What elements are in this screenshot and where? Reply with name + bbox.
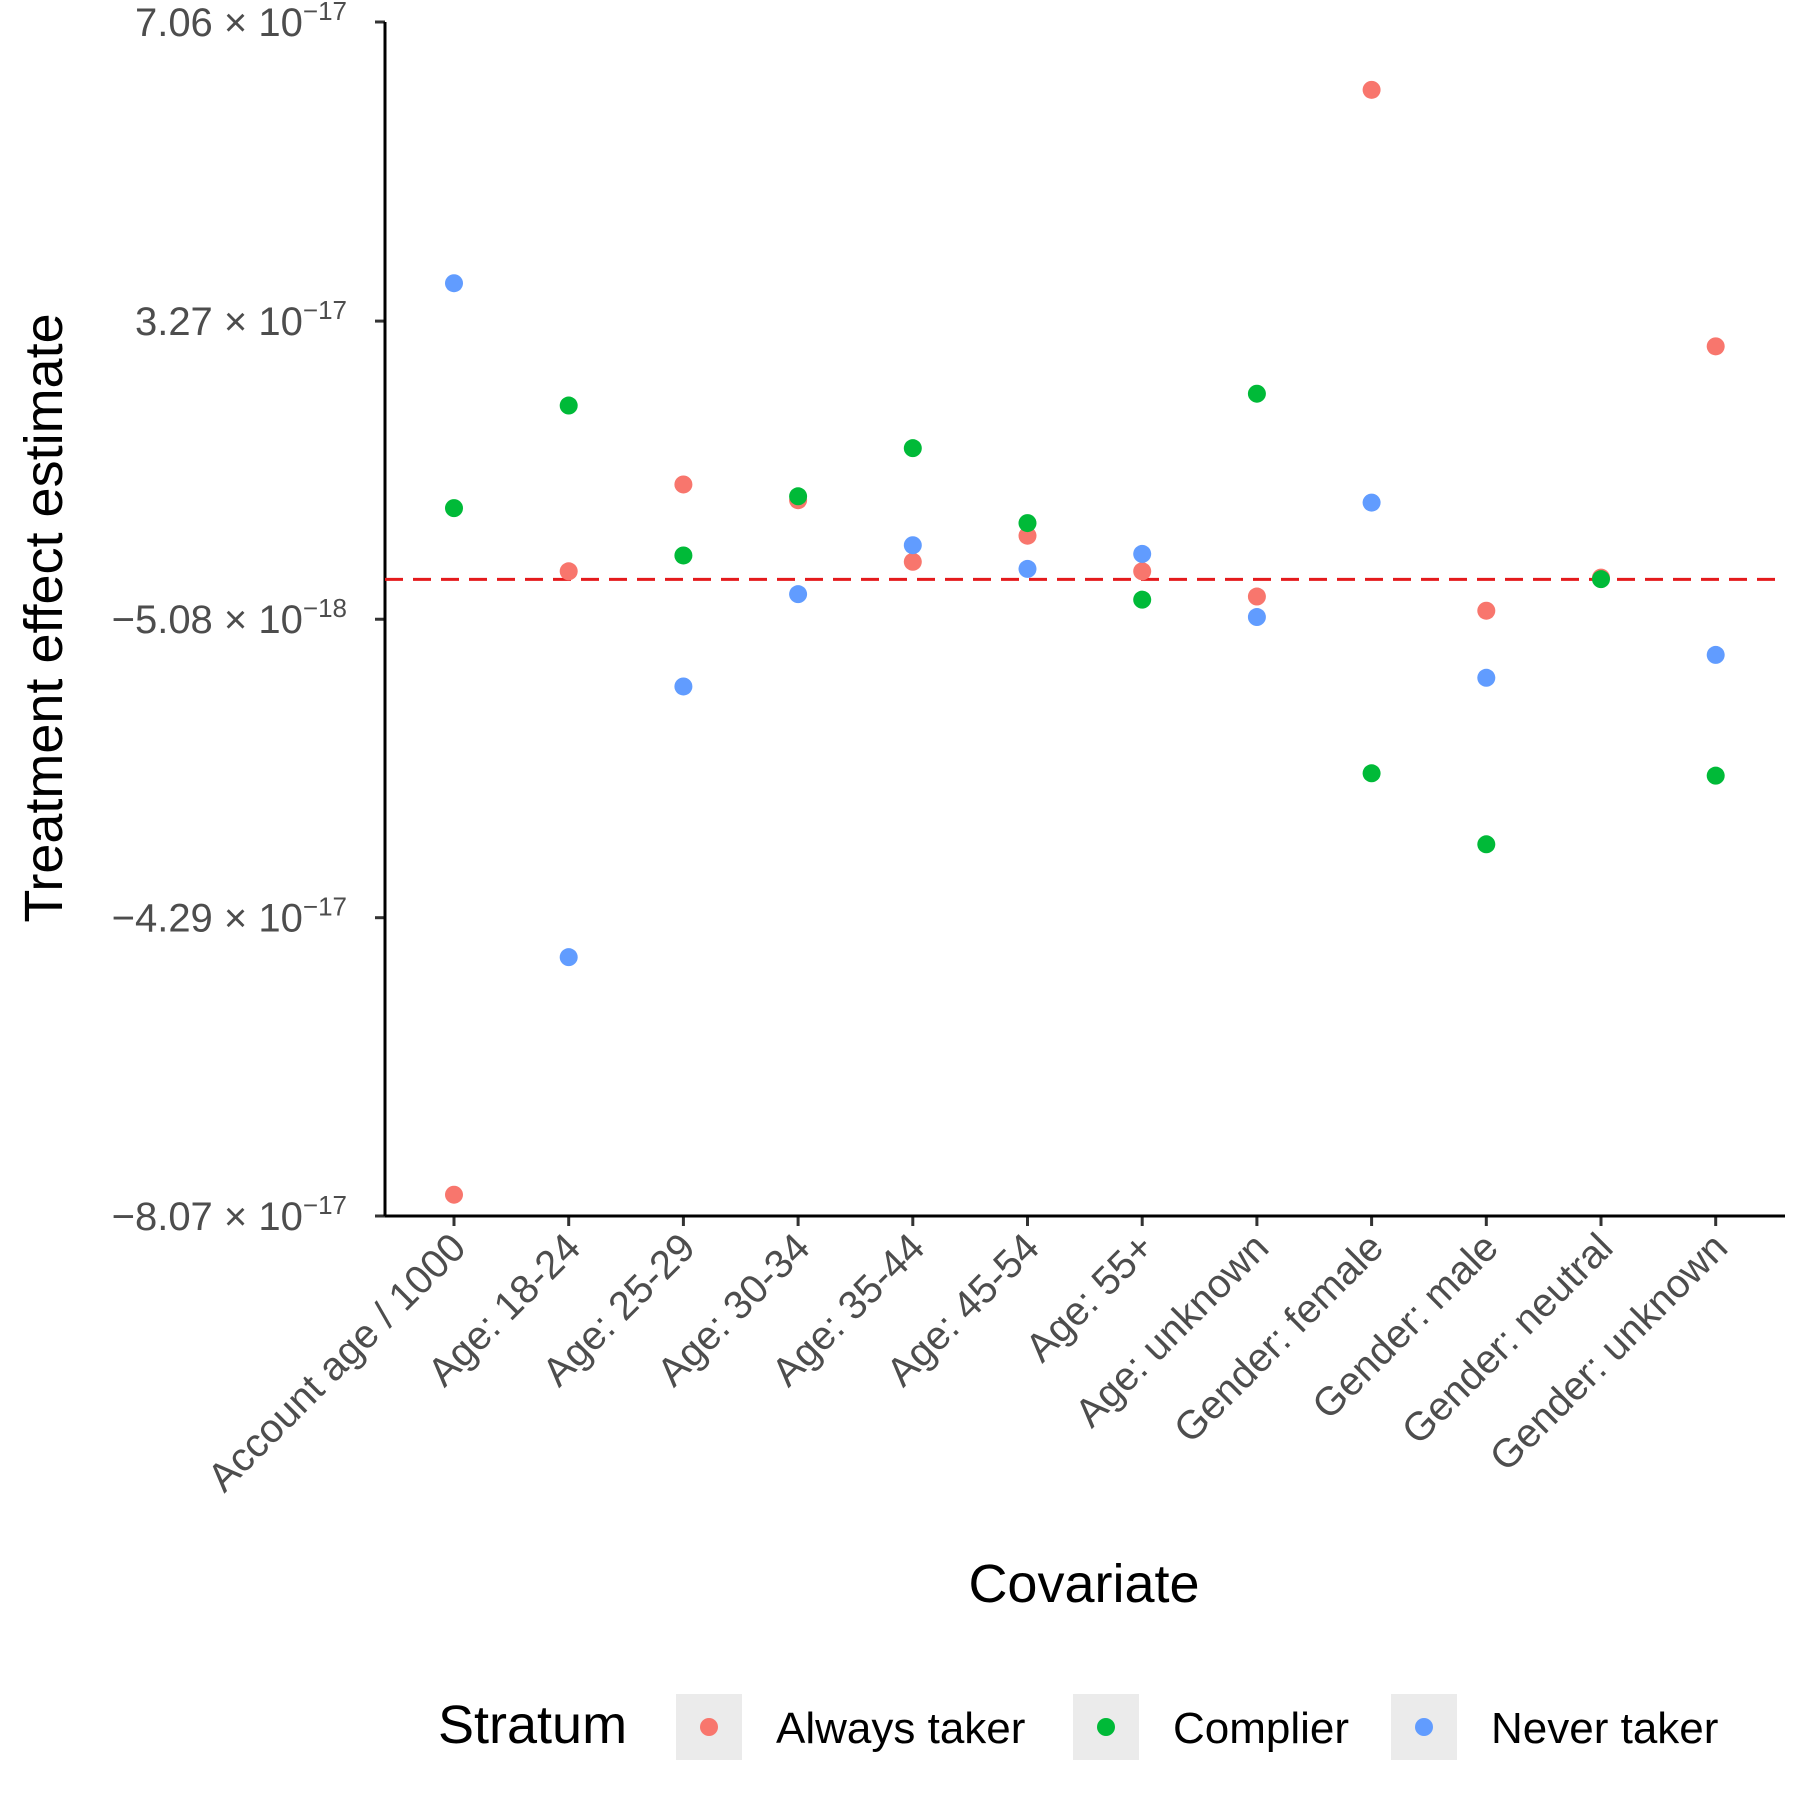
point-complier bbox=[903, 439, 922, 458]
point-always-taker bbox=[1477, 601, 1496, 620]
point-never-taker bbox=[1706, 645, 1725, 664]
point-always-taker bbox=[1247, 587, 1266, 606]
point-always-taker bbox=[559, 562, 578, 581]
legend-items: Always taker Complier Never taker bbox=[676, 1694, 1718, 1760]
x-axis-title: Covariate bbox=[968, 1554, 1199, 1614]
point-always-taker bbox=[1133, 562, 1152, 581]
point-complier bbox=[1477, 835, 1496, 854]
legend-swatch-always-taker bbox=[700, 1718, 718, 1736]
point-complier bbox=[1592, 570, 1610, 589]
y-axis-title: Treatment effect estimate bbox=[14, 313, 74, 922]
point-never-taker bbox=[1477, 668, 1496, 687]
data-points bbox=[445, 80, 1725, 1204]
point-never-taker bbox=[1247, 608, 1266, 627]
point-complier bbox=[1362, 764, 1381, 783]
legend-label-complier: Complier bbox=[1173, 1704, 1349, 1753]
point-complier bbox=[1018, 514, 1037, 533]
point-never-taker bbox=[1362, 493, 1381, 512]
legend-swatch-never-taker bbox=[1415, 1718, 1433, 1736]
point-never-taker bbox=[559, 948, 578, 967]
legend: Stratum Always taker Complier Never taker bbox=[438, 1694, 1718, 1760]
legend-label-always-taker: Always taker bbox=[776, 1704, 1025, 1753]
point-never-taker bbox=[674, 677, 693, 696]
point-complier bbox=[674, 546, 693, 565]
point-never-taker bbox=[789, 585, 808, 604]
point-always-taker bbox=[674, 475, 693, 494]
point-complier bbox=[1706, 766, 1725, 785]
point-never-taker bbox=[1133, 544, 1152, 563]
point-always-taker bbox=[903, 552, 922, 571]
x-tick-label: Gender: neutral bbox=[1394, 1225, 1622, 1453]
legend-swatch-complier bbox=[1097, 1718, 1115, 1736]
point-never-taker bbox=[903, 536, 922, 555]
y-tick-label: 7.06 × 10−17 bbox=[135, 0, 347, 45]
point-always-taker bbox=[1362, 80, 1381, 99]
point-complier bbox=[445, 499, 463, 518]
point-complier bbox=[559, 396, 578, 415]
point-never-taker bbox=[1018, 559, 1037, 578]
point-complier bbox=[1247, 384, 1266, 403]
point-always-taker bbox=[1018, 526, 1037, 545]
y-tick-label: −4.29 × 10−17 bbox=[112, 892, 347, 941]
point-complier bbox=[789, 487, 808, 506]
x-tick-label: Age: unknown bbox=[1067, 1225, 1277, 1435]
y-tick-label: −5.08 × 10−18 bbox=[112, 593, 347, 642]
x-tick-label: Gender: female bbox=[1166, 1225, 1392, 1451]
point-complier bbox=[1133, 590, 1152, 609]
legend-label-never-taker: Never taker bbox=[1491, 1704, 1718, 1753]
y-tick-label: 3.27 × 10−17 bbox=[135, 295, 347, 344]
legend-title: Stratum bbox=[438, 1695, 627, 1755]
point-never-taker bbox=[445, 274, 463, 293]
y-axis-ticks: 7.06 × 10−17 3.27 × 10−17 −5.08 × 10−18 −4.… bbox=[112, 0, 385, 1239]
y-tick-label: −8.07 × 10−17 bbox=[112, 1190, 347, 1239]
point-always-taker bbox=[1706, 337, 1725, 356]
point-always-taker bbox=[445, 1185, 463, 1204]
